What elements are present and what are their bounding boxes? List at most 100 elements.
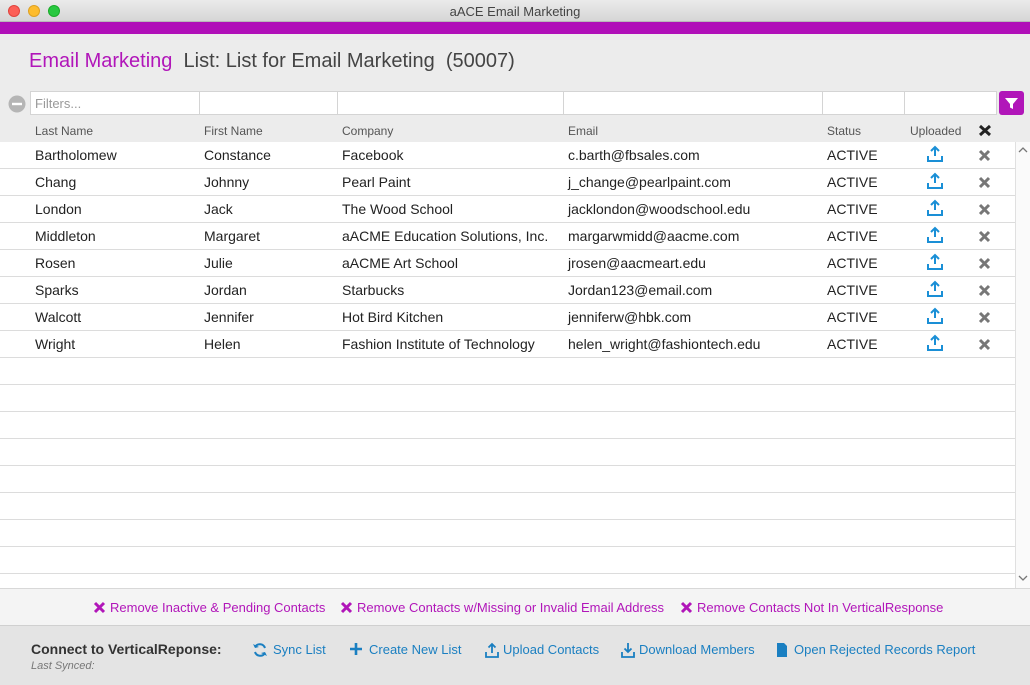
filter-field[interactable]: [904, 91, 997, 115]
remove-icon[interactable]: [978, 230, 991, 243]
empty-row: [0, 439, 1015, 466]
table-cell: Helen: [204, 336, 241, 352]
remove-icon[interactable]: [978, 203, 991, 216]
zoom-button[interactable]: [48, 5, 60, 17]
remove-icon[interactable]: [680, 601, 693, 614]
table-cell: Julie: [204, 255, 233, 271]
table-cell: Rosen: [35, 255, 76, 271]
footer-button[interactable]: Sync List: [273, 642, 326, 657]
table-cell: Starbucks: [342, 282, 405, 298]
filter-field[interactable]: [563, 91, 823, 115]
column-header[interactable]: First Name: [204, 124, 263, 138]
table-cell: Johnny: [204, 174, 250, 190]
module-name: Email Marketing: [29, 50, 173, 72]
action-button[interactable]: Remove Inactive & Pending Contacts: [110, 600, 326, 615]
column-header[interactable]: Last Name: [35, 124, 94, 138]
table-row[interactable]: Bartholomew Constance Facebook c.barth@fbsa…: [0, 142, 1015, 169]
remove-icon[interactable]: [978, 338, 991, 351]
upload-icon[interactable]: [926, 145, 944, 163]
window-title: aACE Email Marketing: [449, 4, 581, 19]
footer: [0, 626, 1030, 685]
table-cell: Margaret: [204, 228, 261, 244]
upload-icon[interactable]: [926, 307, 944, 325]
action-button[interactable]: Remove Contacts Not In VerticalResponse: [697, 600, 944, 615]
accent-bar: [0, 22, 1030, 34]
action-button[interactable]: Remove Contacts w/Missing or Invalid Ema…: [357, 600, 665, 615]
upload-icon[interactable]: [484, 642, 500, 658]
table-cell: London: [35, 201, 82, 217]
filter-field[interactable]: [337, 91, 564, 115]
table-row[interactable]: Wright Helen Fashion Institute of Technolo…: [0, 331, 1015, 358]
remove-icon[interactable]: [978, 284, 991, 297]
table-cell: Jack: [204, 201, 233, 217]
column-header[interactable]: Company: [342, 124, 394, 138]
table-cell: aACME Art School: [342, 255, 458, 271]
filter-button[interactable]: [999, 91, 1024, 115]
table-cell: margarwmidd@aacme.com: [568, 228, 740, 244]
actions-bar: [0, 588, 1030, 626]
upload-icon[interactable]: [926, 226, 944, 244]
table-cell: ACTIVE: [827, 309, 878, 325]
table-cell: aACME Education Solutions, Inc.: [342, 228, 549, 244]
empty-row: [0, 466, 1015, 493]
table-row[interactable]: Walcott Jennifer Hot Bird Kitchen jenniferw…: [0, 304, 1015, 331]
download-icon[interactable]: [620, 642, 636, 658]
sync-icon[interactable]: [252, 642, 268, 658]
upload-icon[interactable]: [926, 334, 944, 352]
footer-button[interactable]: Upload Contacts: [503, 642, 600, 657]
table-cell: helen_wright@fashiontech.edu: [568, 336, 761, 352]
title-bar: [0, 0, 1030, 22]
close-button[interactable]: [8, 5, 20, 17]
filter-field[interactable]: [822, 91, 905, 115]
empty-row: [0, 385, 1015, 412]
table-row[interactable]: Rosen Julie aACME Art School jrosen@aacmear…: [0, 250, 1015, 277]
table-cell: Sparks: [35, 282, 79, 298]
table-cell: Constance: [204, 147, 271, 163]
table-cell: Hot Bird Kitchen: [342, 309, 444, 325]
upload-icon[interactable]: [926, 172, 944, 190]
table-row[interactable]: Sparks Jordan Starbucks Jordan123@email.com…: [0, 277, 1015, 304]
column-header[interactable]: Uploaded: [910, 124, 962, 138]
table: Bartholomew Constance Facebook c.barth@fbsa…: [0, 142, 1015, 588]
footer-button[interactable]: Open Rejected Records Report: [794, 642, 976, 657]
table-cell: Wright: [35, 336, 76, 352]
table-row[interactable]: London Jack The Wood School jacklondon@wood…: [0, 196, 1015, 223]
table-cell: Facebook: [342, 147, 404, 163]
footer-button[interactable]: Create New List: [369, 642, 462, 657]
empty-row: [0, 520, 1015, 547]
minimize-button[interactable]: [28, 5, 40, 17]
upload-icon[interactable]: [926, 253, 944, 271]
scroll-down[interactable]: [1018, 574, 1028, 582]
table-cell: Jordan: [204, 282, 247, 298]
empty-row: [0, 493, 1015, 520]
remove-filter-icon[interactable]: [8, 95, 26, 113]
table-cell: ACTIVE: [827, 228, 878, 244]
table-cell: ACTIVE: [827, 282, 878, 298]
table-cell: ACTIVE: [827, 336, 878, 352]
document-icon[interactable]: [776, 642, 788, 658]
scrollbar[interactable]: [1015, 142, 1030, 588]
table-row[interactable]: Chang Johnny Pearl Paint j_change@pearlpain…: [0, 169, 1015, 196]
remove-icon[interactable]: [978, 149, 991, 162]
table-cell: Pearl Paint: [342, 174, 411, 190]
remove-icon[interactable]: [978, 176, 991, 189]
scroll-up[interactable]: [1018, 146, 1028, 154]
table-cell: ACTIVE: [827, 174, 878, 190]
plus-icon[interactable]: [349, 642, 363, 656]
filter-field[interactable]: [199, 91, 338, 115]
upload-icon[interactable]: [926, 199, 944, 217]
footer-button[interactable]: Download Members: [639, 642, 755, 657]
remove-icon[interactable]: [978, 257, 991, 270]
remove-icon[interactable]: [340, 601, 353, 614]
table-row[interactable]: Middleton Margaret aACME Education Solutio…: [0, 223, 1015, 250]
remove-icon[interactable]: [93, 601, 106, 614]
table-cell: jenniferw@hbk.com: [568, 309, 692, 325]
table-cell: Bartholomew: [35, 147, 117, 163]
remove-icon[interactable]: [978, 311, 991, 324]
filter-field[interactable]: [30, 91, 200, 115]
clear-all-icon[interactable]: [978, 124, 992, 137]
table-cell: Chang: [35, 174, 77, 190]
column-header[interactable]: Email: [568, 124, 599, 138]
column-header[interactable]: Status: [827, 124, 862, 138]
upload-icon[interactable]: [926, 280, 944, 298]
